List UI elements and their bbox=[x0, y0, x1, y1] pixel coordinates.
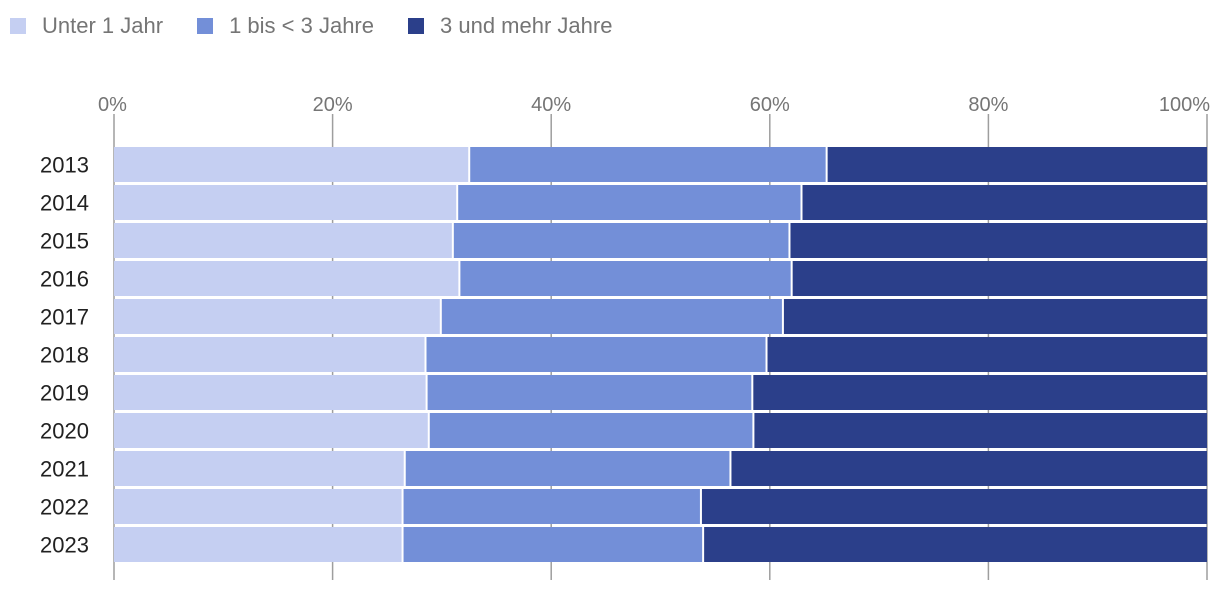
bar-segment bbox=[114, 527, 403, 562]
bar-segment bbox=[114, 413, 429, 448]
bar-segment bbox=[114, 223, 453, 258]
bar-segment bbox=[791, 261, 1207, 296]
bar-segment bbox=[469, 147, 827, 182]
y-category-label: 2018 bbox=[40, 343, 89, 368]
bar-segment bbox=[789, 223, 1207, 258]
x-tick-label: 60% bbox=[750, 94, 790, 116]
y-category-label: 2014 bbox=[40, 191, 89, 216]
bar-segment bbox=[457, 185, 802, 220]
y-category-label: 2023 bbox=[40, 533, 89, 558]
y-category-label: 2019 bbox=[40, 381, 89, 406]
legend-swatch bbox=[197, 18, 214, 34]
bar-segment bbox=[700, 489, 1207, 524]
bar-segment bbox=[730, 451, 1207, 486]
bar-segment bbox=[428, 413, 754, 448]
legend-label: Unter 1 Jahr bbox=[42, 13, 164, 38]
legend: Unter 1 Jahr 1 bis < 3 Jahre 3 und mehr Ja… bbox=[10, 12, 646, 40]
bar-segment bbox=[753, 413, 1207, 448]
bar-segment bbox=[114, 375, 427, 410]
x-tick-label: 80% bbox=[968, 94, 1008, 116]
bar-segment bbox=[801, 185, 1207, 220]
bar-segment bbox=[402, 527, 704, 562]
x-tick-label: 100% bbox=[1159, 94, 1210, 116]
bar-segment bbox=[425, 337, 767, 372]
legend-item: 3 und mehr Jahre bbox=[408, 13, 612, 39]
legend-label: 1 bis < 3 Jahre bbox=[229, 13, 374, 38]
y-category-label: 2013 bbox=[40, 153, 89, 178]
bar-segment bbox=[703, 527, 1207, 562]
x-tick-label: 20% bbox=[313, 94, 353, 116]
bar-segment bbox=[114, 261, 460, 296]
bar-segment bbox=[459, 261, 792, 296]
bar-segment bbox=[114, 337, 426, 372]
bar-segment bbox=[404, 451, 731, 486]
bar-segment bbox=[826, 147, 1207, 182]
legend-swatch bbox=[10, 18, 26, 34]
legend-item: 1 bis < 3 Jahre bbox=[197, 13, 374, 39]
y-category-label: 2022 bbox=[40, 495, 89, 520]
bar-segment bbox=[782, 299, 1207, 334]
bar-segment bbox=[752, 375, 1207, 410]
legend-item: Unter 1 Jahr bbox=[10, 13, 163, 39]
bar-segment bbox=[114, 451, 405, 486]
x-tick-label: 0% bbox=[98, 94, 127, 116]
bar-segment bbox=[440, 299, 783, 334]
x-tick-label: 40% bbox=[531, 94, 571, 116]
bar-segment bbox=[114, 185, 458, 220]
y-category-label: 2015 bbox=[40, 229, 89, 254]
bar-segment bbox=[114, 299, 441, 334]
y-category-label: 2021 bbox=[40, 457, 89, 482]
bar-segment bbox=[426, 375, 753, 410]
bar-segment bbox=[402, 489, 701, 524]
y-category-label: 2017 bbox=[40, 305, 89, 330]
bar-segment bbox=[114, 489, 403, 524]
bar-segment bbox=[766, 337, 1207, 372]
bar-segment bbox=[452, 223, 790, 258]
legend-swatch bbox=[408, 18, 424, 34]
bar-segment bbox=[114, 147, 470, 182]
legend-label: 3 und mehr Jahre bbox=[440, 13, 613, 38]
y-category-label: 2020 bbox=[40, 419, 89, 444]
y-category-label: 2016 bbox=[40, 267, 89, 292]
